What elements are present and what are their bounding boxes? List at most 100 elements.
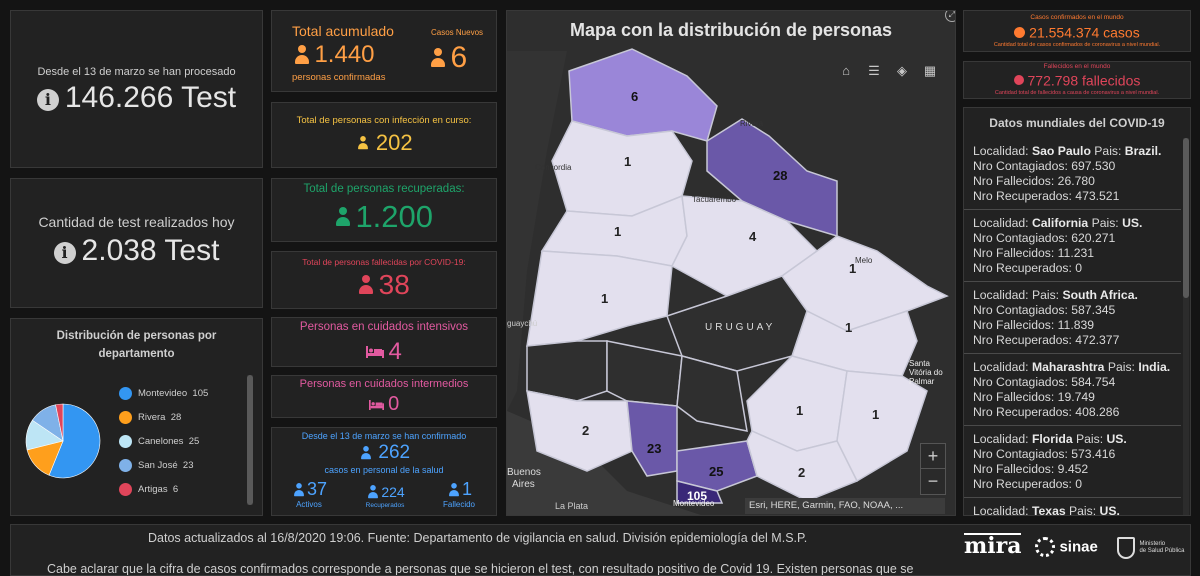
- world-item-locality-row: Localidad: Sao Paulo Pais: Brazil.: [973, 144, 1172, 159]
- region-rio-negro[interactable]: [526, 250, 673, 347]
- logo-sinae-text: sinae: [1059, 538, 1098, 556]
- region-soriano[interactable]: [526, 340, 608, 402]
- legend-value: 25: [188, 435, 200, 447]
- world-list-item[interactable]: Localidad: Pais: South Africa. Nro Contag…: [964, 282, 1181, 354]
- region-flores[interactable]: [606, 340, 683, 407]
- count-cerro-largo: 1: [849, 261, 857, 276]
- world-list[interactable]: Localidad: Sao Paulo Pais: Brazil. Nro Co…: [964, 138, 1181, 516]
- count-maldonado: 2: [798, 465, 806, 480]
- pie-slice-montevideo[interactable]: [48, 403, 101, 479]
- pie-slice-artigas[interactable]: [55, 403, 64, 442]
- world-list-item[interactable]: Localidad: Sao Paulo Pais: Brazil. Nro Co…: [964, 138, 1181, 210]
- logo-msp: Ministerio de Salud Pública: [1117, 537, 1185, 559]
- locality-label: Localidad:: [973, 288, 1029, 302]
- fullscreen-icon[interactable]: ⤢: [945, 11, 955, 22]
- logo-sinae: sinae: [1035, 537, 1098, 557]
- world-item-recovered-row: Nro Recuperados: 0: [973, 477, 1172, 492]
- deaths-value: 38: [378, 269, 410, 300]
- person-icon: [368, 485, 379, 499]
- legend-item[interactable]: Montevideo 105: [119, 381, 239, 405]
- bed-icon: [366, 346, 385, 358]
- info-icon: [1013, 75, 1024, 86]
- legend-item[interactable]: Artigas 6: [119, 477, 239, 501]
- legend-scrollbar[interactable]: [247, 375, 253, 505]
- footer-line2: Cabe aclarar que la cifra de casos confi…: [47, 562, 914, 576]
- infected-label: Nro Contagiados:: [973, 159, 1068, 173]
- place-la-plata: La Plata: [555, 501, 589, 511]
- zoom-in-button[interactable]: +: [921, 444, 945, 469]
- world-item-deaths-row: Nro Fallecidos: 11.231: [973, 246, 1172, 261]
- legend-item[interactable]: San José 23: [119, 453, 239, 477]
- count-canelones: 25: [709, 464, 724, 479]
- person-icon: [358, 136, 369, 150]
- world-item-infected-row: Nro Contagiados: 573.416: [973, 447, 1172, 462]
- deaths-label: Nro Fallecidos:: [973, 462, 1055, 476]
- logo-msp-line2: de Salud Pública: [1139, 548, 1185, 554]
- map-attribution[interactable]: Esri, HERE, Garmin, FAO, NOAA, ...: [745, 498, 945, 514]
- logo-msp-line1: Ministerio: [1139, 541, 1166, 547]
- world-list-item[interactable]: Localidad: Texas Pais: US.Nro Contagiado…: [964, 498, 1181, 516]
- recovered-label: Nro Recuperados:: [973, 189, 1072, 203]
- tests-today-label: Cantidad de test realizados hoy: [38, 214, 235, 230]
- infected-label: Nro Contagiados:: [973, 231, 1068, 245]
- tests-processed-value: 146.266 Test: [64, 81, 237, 114]
- map-panel[interactable]: Mapa con la distribución de personas ⤢ ⌂…: [506, 10, 956, 516]
- active-panel: Total de personas con infección en curso…: [271, 102, 497, 168]
- world-deaths-value: 772.798 fallecidos: [1027, 72, 1141, 89]
- person-icon: [293, 482, 304, 497]
- legend-item[interactable]: Rivera 28: [119, 405, 239, 429]
- world-list-item[interactable]: Localidad: Florida Pais: US. Nro Contagia…: [964, 426, 1181, 498]
- icu-row: 4: [272, 338, 496, 366]
- total-label: Total acumulado: [292, 23, 394, 39]
- region-florida[interactable]: [676, 355, 748, 432]
- legend-swatch: [119, 434, 132, 448]
- place-buenos-aires-2: Aires: [512, 479, 535, 490]
- legend-item[interactable]: Canelones 25: [119, 429, 239, 453]
- world-deaths-sub: Cantidad total de fallecidos a causa de …: [994, 90, 1160, 96]
- layers-icon[interactable]: ◈: [897, 63, 907, 78]
- region-canelones[interactable]: [676, 440, 758, 492]
- country-label: URUGUAY: [705, 322, 776, 333]
- count-san-jose: 23: [647, 441, 662, 456]
- locality-label: Localidad:: [973, 432, 1029, 446]
- uruguay-map[interactable]: [507, 11, 956, 516]
- world-confirmed-label: Casos confirmados en el mundo: [1030, 14, 1124, 21]
- world-list-scrollbar-thumb[interactable]: [1183, 138, 1189, 298]
- region-maldonado[interactable]: [746, 430, 859, 502]
- world-item-recovered-row: Nro Recuperados: 473.521: [973, 189, 1172, 204]
- distribution-pie-chart[interactable]: [23, 401, 103, 481]
- home-icon[interactable]: ⌂: [842, 63, 850, 78]
- world-confirmed-panel: Casos confirmados en el mundo 21.554.374…: [963, 10, 1191, 52]
- count-salto: 1: [624, 154, 632, 169]
- count-paysandu: 1: [614, 224, 622, 239]
- health-sub: casos en personal de la salud: [324, 465, 444, 475]
- intermediate-label: Personas en cuidados intermedios: [299, 378, 469, 390]
- person-icon: [360, 446, 371, 460]
- world-list-scrollbar[interactable]: [1183, 138, 1189, 515]
- total-sub: personas confirmadas: [292, 72, 386, 83]
- zoom-out-button[interactable]: −: [927, 471, 939, 491]
- region-san-jose[interactable]: [626, 400, 678, 477]
- legend-category: Rivera: [138, 411, 166, 423]
- deaths-label: Nro Fallecidos:: [973, 174, 1055, 188]
- world-list-item[interactable]: Localidad: Maharashtra Pais: India. Nro C…: [964, 354, 1181, 426]
- region-rivera[interactable]: [706, 118, 838, 238]
- infected-value: 620.271: [1071, 231, 1116, 245]
- tests-processed-row: i 146.266 Test: [11, 81, 262, 115]
- legend-list-icon[interactable]: ☰: [868, 63, 880, 78]
- basemap-gallery-icon[interactable]: ▦: [923, 63, 937, 78]
- locality-label: Localidad:: [973, 504, 1029, 516]
- world-item-locality-row: Localidad: Florida Pais: US.: [973, 432, 1172, 447]
- recovered-value: 0: [1075, 477, 1083, 491]
- world-list-item[interactable]: Localidad: California Pais: US. Nro Conta…: [964, 210, 1181, 282]
- legend-scrollbar-thumb[interactable]: [247, 375, 253, 505]
- count-rio-negro: 1: [601, 291, 609, 306]
- world-item-infected-row: Nro Contagiados: 587.345: [973, 303, 1172, 318]
- region-montevideo[interactable]: [676, 480, 724, 504]
- world-item-locality-row: Localidad: Pais: South Africa.: [973, 288, 1172, 303]
- country-value: US.: [1106, 432, 1127, 446]
- world-item-locality-row: Localidad: California Pais: US.: [973, 216, 1172, 231]
- region-rocha[interactable]: [836, 370, 928, 483]
- health-recovered-value: 224: [381, 484, 405, 500]
- legend-value: 23: [182, 459, 194, 471]
